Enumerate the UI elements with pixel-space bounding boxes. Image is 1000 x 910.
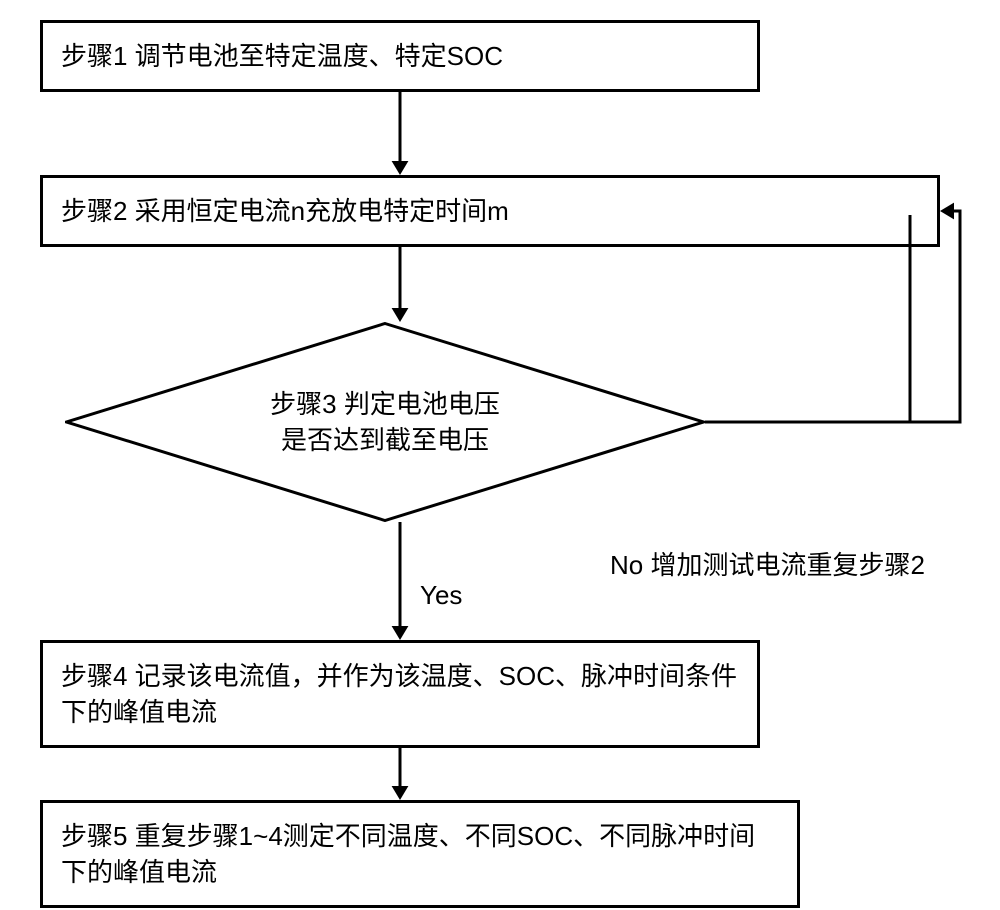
flowchart-step-2: 步骤2 采用恒定电流n充放电特定时间m — [40, 175, 940, 247]
flowchart-step-4: 步骤4 记录该电流值，并作为该温度、SOC、脉冲时间条件下的峰值电流 — [40, 640, 760, 748]
step3-line1: 步骤3 判定电池电压 — [270, 386, 500, 422]
label-yes: Yes — [420, 580, 462, 611]
step2-text: 步骤2 采用恒定电流n充放电特定时间m — [61, 193, 509, 229]
step1-text: 步骤1 调节电池至特定温度、特定SOC — [61, 38, 503, 74]
step4-text: 步骤4 记录该电流值，并作为该温度、SOC、脉冲时间条件下的峰值电流 — [61, 658, 739, 731]
flowchart-step-5: 步骤5 重复步骤1~4测定不同温度、不同SOC、不同脉冲时间下的峰值电流 — [40, 800, 800, 908]
flowchart-step-1: 步骤1 调节电池至特定温度、特定SOC — [40, 20, 760, 92]
step3-text-wrap: 步骤3 判定电池电压 是否达到截至电压 — [65, 322, 705, 522]
flowchart-decision-step-3: 步骤3 判定电池电压 是否达到截至电压 — [65, 322, 705, 522]
label-no: No 增加测试电流重复步骤2 — [610, 545, 925, 582]
step3-line2: 是否达到截至电压 — [281, 422, 489, 458]
step5-text: 步骤5 重复步骤1~4测定不同温度、不同SOC、不同脉冲时间下的峰值电流 — [61, 818, 779, 891]
flowchart-canvas: 步骤1 调节电池至特定温度、特定SOC 步骤2 采用恒定电流n充放电特定时间m … — [0, 0, 1000, 910]
